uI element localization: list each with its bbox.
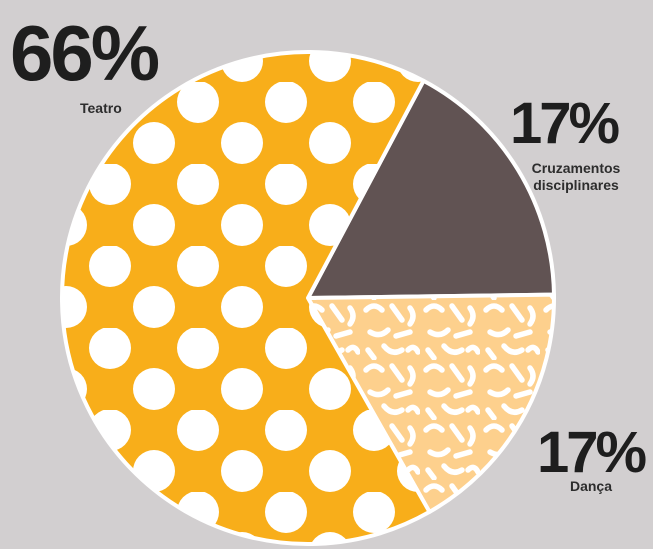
- slice-cruzamentos: [306, 78, 556, 300]
- category-label-cruzamentos: Cruzamentos disciplinares: [531, 160, 621, 193]
- slice-danca: [306, 292, 556, 514]
- category-label-danca: Dança: [569, 478, 613, 494]
- slice-teatro: [60, 50, 432, 546]
- category-label-teatro: Teatro: [80, 100, 122, 116]
- value-label-danca: 17%: [537, 420, 647, 485]
- value-label-cruzamentos: 17%: [510, 91, 620, 156]
- value-label-teatro: 66%: [10, 9, 160, 97]
